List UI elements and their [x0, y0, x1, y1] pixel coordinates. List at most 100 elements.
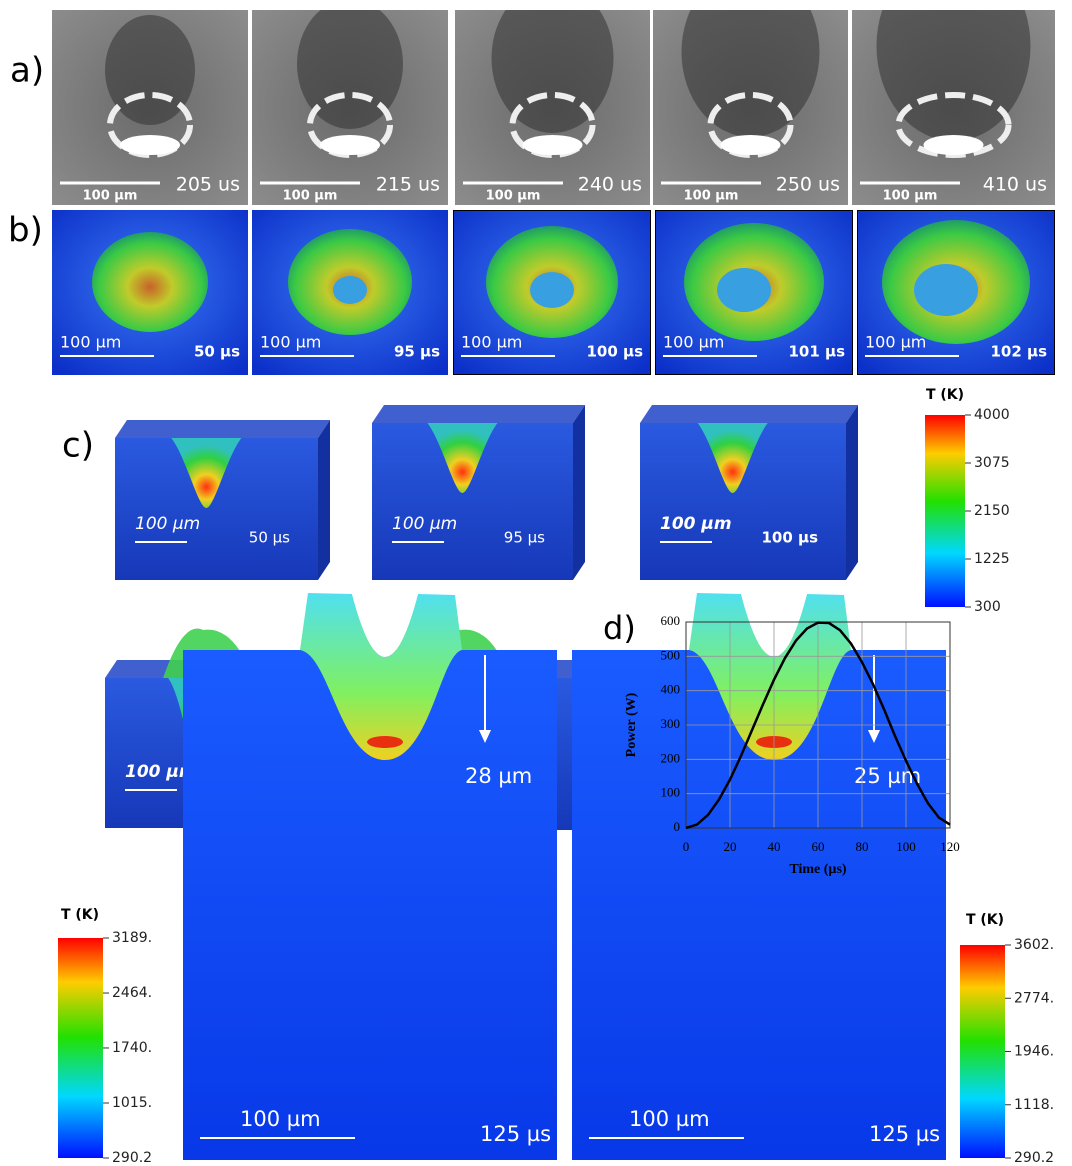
sim-frame: 100 µm 100 µs [453, 210, 651, 375]
time-label: 102 µs [991, 343, 1048, 361]
photo-frame: 100 µm 240 us [455, 0, 650, 205]
scale-label: 100 µm [486, 189, 541, 204]
scale-label: 100 µm [392, 514, 457, 534]
x-tick-label: 60 [812, 839, 825, 854]
time-label: 410 us [983, 174, 1047, 196]
sim-frame: 100 µm 50 µs [52, 210, 248, 375]
scale-label: 100 µm [865, 333, 926, 352]
panel-label: d) [603, 609, 636, 647]
box-top [115, 420, 330, 438]
cavity [530, 272, 574, 308]
box-top [372, 405, 585, 423]
time-label: 125 µs [480, 1122, 551, 1146]
colorbar-label: 290.2 [1014, 1150, 1054, 1166]
scale-label: 100 µm [629, 1107, 710, 1131]
scale-label: 100 µm [663, 333, 724, 352]
panel-label: c) [62, 426, 94, 466]
y-tick-label: 0 [674, 819, 681, 834]
box-top [640, 405, 858, 423]
x-tick-label: 100 [896, 839, 916, 854]
colorbar-label: 1740. [112, 1040, 152, 1056]
y-axis-label: Power (W) [624, 692, 639, 757]
scale-label: 100 µm [60, 333, 121, 352]
y-tick-label: 500 [661, 647, 681, 662]
x-tick-label: 40 [768, 839, 781, 854]
colorbar [925, 415, 965, 607]
hot-spot [367, 736, 403, 748]
scale-label: 100 µm [83, 189, 138, 204]
spatter [523, 135, 583, 155]
y-tick-label: 400 [661, 682, 681, 697]
colorbar-label: 1946. [1014, 1044, 1054, 1060]
sim-frame: 100 µm 102 µs [857, 210, 1055, 375]
colorbar-label: 3075 [974, 455, 1010, 471]
depth-label: 25 µm [854, 764, 921, 788]
scale-label: 100 µm [260, 333, 321, 352]
time-label: 250 us [776, 174, 840, 196]
scale-label: 100 µm [684, 189, 739, 204]
colorbar-label: 2774. [1014, 990, 1054, 1006]
panel-label: a) [10, 51, 44, 91]
depth-label: 28 µm [465, 764, 532, 788]
figure: a) b) c) 100 µm 205 us 100 µm 215 us 100 µm 2… [0, 0, 1072, 1166]
scale-label: 100 µm [240, 1107, 321, 1131]
colorbar-label: 1015. [112, 1095, 152, 1111]
panel-label: b) [8, 211, 43, 251]
time-label: 50 µs [194, 343, 240, 361]
time-label: 100 µs [762, 529, 819, 547]
x-tick-label: 0 [683, 839, 690, 854]
melt-pool [92, 232, 208, 332]
colorbar-label: 3189. [112, 930, 152, 946]
time-label: 205 us [176, 174, 240, 196]
colorbar [960, 945, 1005, 1158]
time-label: 101 µs [789, 343, 846, 361]
time-label: 95 µs [504, 529, 545, 547]
x-tick-label: 20 [724, 839, 737, 854]
scale-label: 100 µm [135, 514, 200, 534]
time-label: 240 us [578, 174, 642, 196]
colorbar-label: 2464. [112, 985, 152, 1001]
colorbar-title: T (K) [61, 907, 99, 923]
scale-label: 100 µm [461, 333, 522, 352]
box-side [846, 405, 858, 580]
scale-label: 100 µm [660, 514, 732, 534]
time-label: 50 µs [249, 529, 290, 547]
colorbar-label: 3602. [1014, 937, 1054, 953]
scale-label: 100 µm [883, 189, 938, 204]
cavity [333, 276, 367, 304]
photo-frame: 100 µm 215 us [252, 0, 448, 205]
colorbar-label: 290.2 [112, 1150, 152, 1166]
cavity [914, 264, 978, 316]
x-tick-label: 80 [856, 839, 869, 854]
colorbar-label: 2150 [974, 503, 1010, 519]
sim-frame: 100 µm 101 µs [655, 210, 853, 375]
colorbar-label: 300 [974, 599, 1001, 615]
photo-frame: 100 µm 250 us [653, 0, 848, 205]
photo-frame: 100 µm 410 us [852, 0, 1055, 205]
time-label: 95 µs [394, 343, 440, 361]
cavity [717, 268, 771, 312]
y-tick-label: 100 [661, 785, 681, 800]
y-tick-label: 600 [661, 613, 681, 628]
x-tick-label: 120 [940, 839, 960, 854]
x-axis-label: Time (µs) [789, 862, 847, 877]
box-side [573, 405, 585, 580]
spatter [924, 135, 984, 155]
spatter [120, 135, 180, 155]
sim-frame: 100 µm 95 µs [252, 210, 448, 375]
colorbar-label: 4000 [974, 407, 1010, 423]
page: a) b) c) 100 µm 205 us 100 µm 215 us 100 µm 2… [0, 0, 1072, 1166]
scale-label: 100 µm [283, 189, 338, 204]
box-side [318, 420, 330, 580]
colorbar-label: 1118. [1014, 1097, 1054, 1113]
colorbar-title: T (K) [926, 387, 964, 403]
colorbar-label: 1225 [974, 551, 1010, 567]
y-tick-label: 300 [661, 716, 681, 731]
time-label: 215 us [376, 174, 440, 196]
spatter [721, 135, 781, 155]
time-label: 100 µs [587, 343, 644, 361]
y-tick-label: 200 [661, 750, 681, 765]
colorbar [58, 938, 103, 1158]
